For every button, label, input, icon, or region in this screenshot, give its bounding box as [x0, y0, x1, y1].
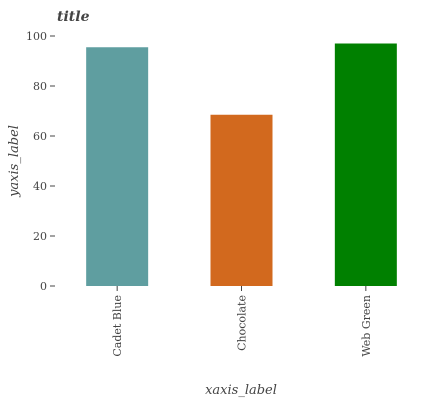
- y-tick-label: 40: [33, 180, 47, 193]
- y-tick-label: 100: [26, 30, 47, 43]
- y-axis-title: yaxis_label: [7, 125, 22, 198]
- x-axis-title: xaxis_label: [205, 383, 277, 398]
- bar-web-green: [334, 43, 397, 286]
- x-tick-label: Cadet Blue: [111, 295, 124, 357]
- y-axis: 0 20 40 60 80 100: [26, 30, 55, 293]
- bar-chocolate: [210, 114, 273, 286]
- y-tick-label: 0: [40, 280, 47, 293]
- x-tick-label: Web Green: [360, 295, 373, 357]
- y-tick-label: 80: [33, 80, 47, 93]
- y-tick-label: 60: [33, 130, 47, 143]
- bars-group: [86, 43, 397, 286]
- bar-cadet-blue: [86, 47, 149, 286]
- x-axis: Cadet Blue Chocolate Web Green: [111, 286, 373, 357]
- chart-title: title: [57, 9, 90, 25]
- x-tick-label: Chocolate: [236, 295, 249, 351]
- y-tick-label: 20: [33, 230, 47, 243]
